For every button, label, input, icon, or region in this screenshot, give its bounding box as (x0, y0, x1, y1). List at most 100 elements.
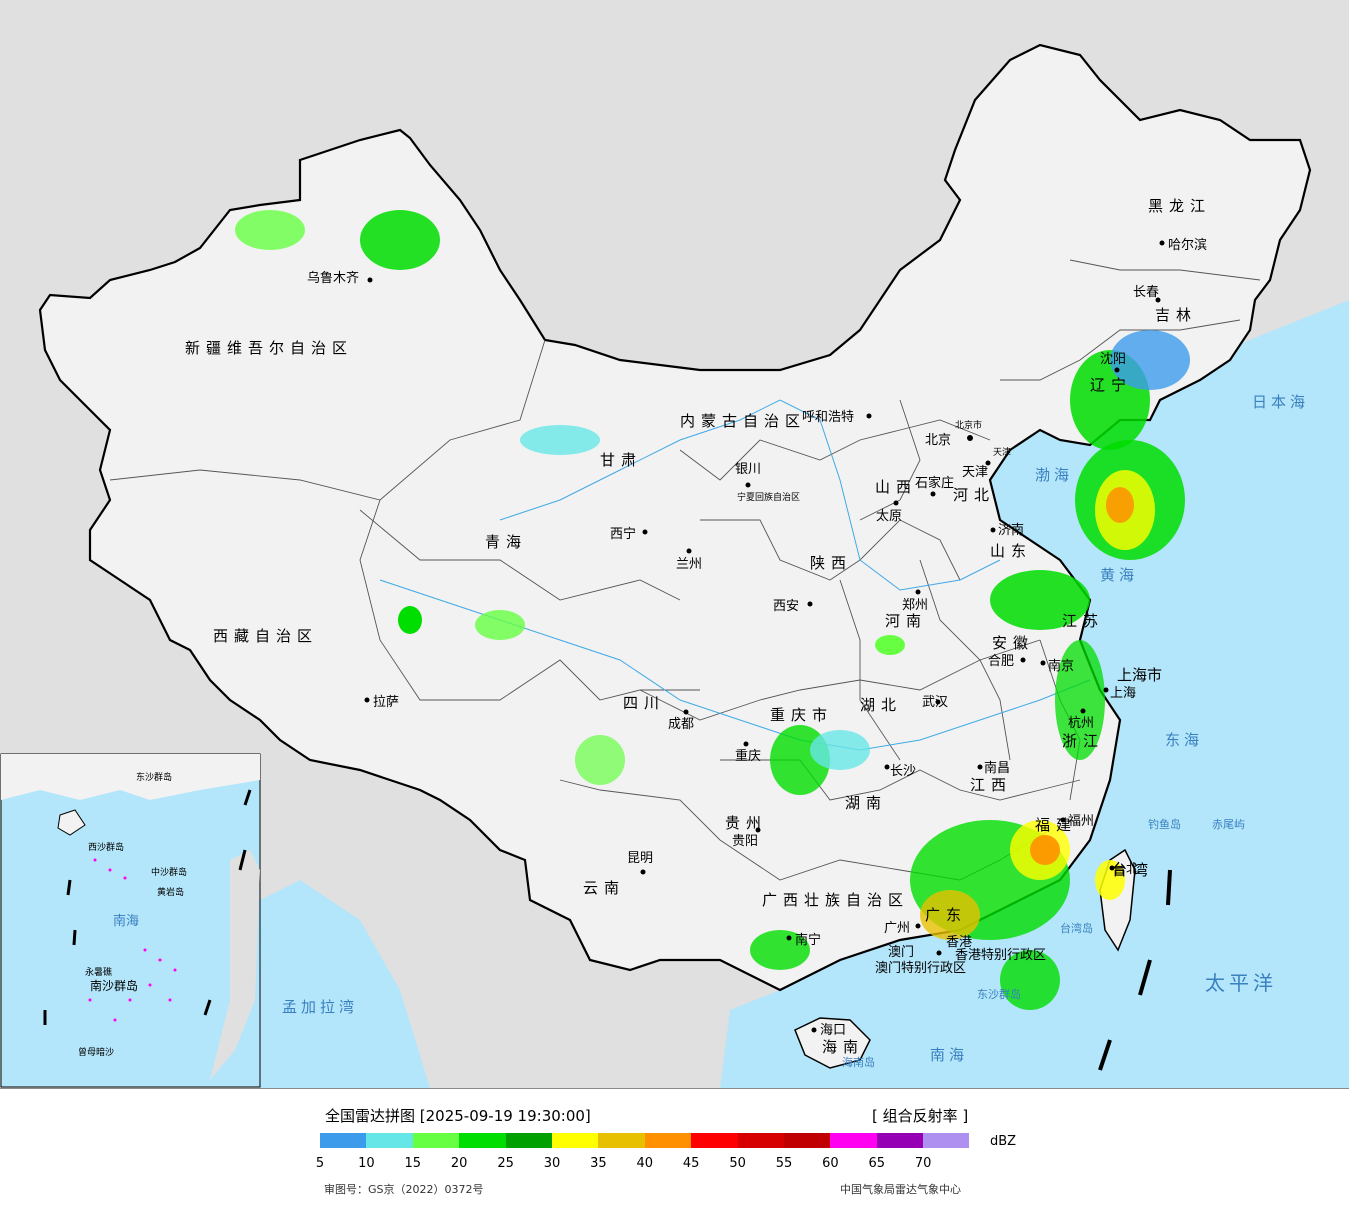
city-nanning: 南宁 (795, 932, 821, 948)
tick-label: 40 (636, 1156, 654, 1171)
label-taiwan-island: 台湾岛 (1060, 921, 1093, 935)
city-hefei: 合肥 (988, 654, 1014, 669)
label-chongqing: 重庆市 (770, 706, 833, 724)
city-xian: 西安 (773, 599, 799, 614)
label-jiangsu: 江苏 (1062, 612, 1104, 630)
city-labels: 乌鲁木齐 拉萨 西宁 兰州 银川 呼和浩特 北京 天津 石家庄 太原 济南 郑州… (307, 237, 1207, 1038)
sea-nanhai: 南海 (930, 1046, 968, 1064)
tick-label: 65 (868, 1156, 886, 1171)
city-nanjing: 南京 (1048, 658, 1074, 674)
sea-bengal: 孟加拉湾 (282, 998, 358, 1016)
city-chongqing: 重庆 (735, 748, 761, 764)
sea-east (720, 300, 1349, 1088)
tick-label: 20 (450, 1156, 468, 1171)
tick-label: 30 (543, 1156, 561, 1171)
product-label: [ 组合反射率 ] (872, 1107, 969, 1125)
sea-huanghai: 黄海 (1100, 566, 1138, 584)
label-sichuan: 四川 (623, 694, 665, 712)
city-shanghai: 上海 (1110, 686, 1136, 701)
label-hubei: 湖北 (860, 696, 902, 714)
city-lhasa: 拉萨 (373, 695, 399, 710)
radar-map: 新疆维吾尔自治区 西藏自治区 青海 甘肃 内蒙古自治区 黑龙江 吉林 辽宁 河北… (0, 0, 1349, 1088)
inset-labels: 南海 西沙群岛 中沙群岛 东沙群岛 黄岩岛 永暑礁 南沙群岛 曾母暗沙 (78, 771, 187, 1058)
tick-label: 15 (404, 1156, 422, 1171)
color-swatch (644, 1133, 692, 1148)
city-macau: 澳门 (888, 944, 914, 960)
map-title: 全国雷达拼图 [2025-09-19 19:30:00] (325, 1107, 591, 1125)
city-chengdu: 成都 (668, 717, 694, 732)
label-jilin: 吉林 (1155, 306, 1197, 324)
city-shenyang: 沈阳 (1100, 352, 1126, 367)
city-haikou: 海口 (820, 1023, 846, 1038)
city-dots (364, 240, 1165, 1033)
sea-west (260, 880, 430, 1088)
province-borders (109, 259, 1261, 881)
tick-label: 50 (729, 1156, 746, 1171)
color-swatch (876, 1133, 924, 1148)
label-xizang: 西藏自治区 (213, 627, 318, 645)
city-wuhan: 武汉 (922, 695, 948, 710)
label-guangxi: 广西壮族自治区 (762, 891, 909, 909)
city-fuzhou: 福州 (1068, 814, 1094, 829)
dash-line (1098, 869, 1172, 1071)
label-henan: 河南 (885, 612, 927, 630)
label-gansu: 甘肃 (600, 451, 642, 469)
color-swatch (691, 1133, 738, 1148)
color-swatch (459, 1133, 506, 1148)
color-swatch (320, 1133, 367, 1148)
label-hunan: 湖南 (845, 794, 887, 812)
color-swatch (783, 1133, 831, 1148)
label-beijing: 北京市 (955, 419, 982, 431)
color-swatch (830, 1133, 877, 1148)
review-number: 审图号：GS京（2022）0372号 (324, 1183, 484, 1196)
legend-panel: 全国雷达拼图 [2025-09-19 19:30:00] [ 组合反射率 ] 5… (0, 1088, 1349, 1209)
label-chiwei: 赤尾屿 (1212, 818, 1245, 831)
tick-label: 5 (315, 1156, 325, 1171)
city-jinan: 济南 (998, 522, 1024, 538)
inset-yongshu: 永暑礁 (85, 966, 112, 978)
tick-label: 45 (682, 1156, 700, 1171)
tick-label: 60 (822, 1156, 839, 1171)
inset-huangyan: 黄岩岛 (157, 886, 184, 898)
city-harbin: 哈尔滨 (1168, 237, 1207, 253)
label-jiangxi: 江西 (970, 776, 1012, 794)
city-taiyuan: 太原 (876, 509, 902, 524)
sea-donghai: 东海 (1165, 731, 1203, 749)
inset-islands (88, 858, 177, 1022)
color-swatch (737, 1133, 784, 1148)
label-taiwan: 台湾 (1112, 861, 1154, 879)
inset-zhongsha: 中沙群岛 (151, 866, 187, 878)
city-hongkong: 香港 (946, 935, 972, 950)
label-hebei: 河北 (953, 486, 995, 504)
sea-bohai: 渤海 (1035, 466, 1073, 484)
label-shaanxi: 陕西 (810, 554, 852, 572)
city-hangzhou: 杭州 (1068, 716, 1094, 731)
label-hainan: 海南 (822, 1038, 864, 1056)
city-nanchang: 南昌 (984, 760, 1010, 776)
city-guiyang: 贵阳 (732, 834, 758, 849)
label-xinjiang: 新疆维吾尔自治区 (185, 339, 353, 357)
tick-label: 55 (775, 1156, 793, 1171)
city-urumqi: 乌鲁木齐 (307, 270, 359, 286)
label-neimenggu: 内蒙古自治区 (680, 412, 806, 430)
city-yinchuan: 银川 (735, 462, 761, 477)
label-tianjin: 天津 (993, 447, 1011, 458)
label-hainan-island: 海南岛 (842, 1055, 875, 1069)
label-anhui: 安徽 (992, 634, 1034, 652)
color-swatch (412, 1133, 460, 1148)
agency-label: 中国气象局雷达气象中心 (840, 1183, 961, 1196)
tick-label: 25 (497, 1156, 514, 1171)
label-shanghai: 上海市 (1117, 666, 1162, 684)
color-swatch (366, 1133, 413, 1148)
city-lanzhou: 兰州 (676, 557, 702, 572)
city-taipei: 台北 (1113, 862, 1139, 877)
label-dongsha: 东沙群岛 (977, 987, 1021, 1001)
tick-label: 10 (358, 1156, 375, 1171)
color-swatch (551, 1133, 599, 1148)
tick-label: 35 (590, 1156, 607, 1171)
label-guizhou: 贵州 (725, 814, 767, 832)
city-xining: 西宁 (610, 526, 636, 542)
city-changchun: 长春 (1133, 285, 1159, 300)
unit-label: dBZ (990, 1134, 1017, 1149)
color-swatch (598, 1133, 645, 1148)
